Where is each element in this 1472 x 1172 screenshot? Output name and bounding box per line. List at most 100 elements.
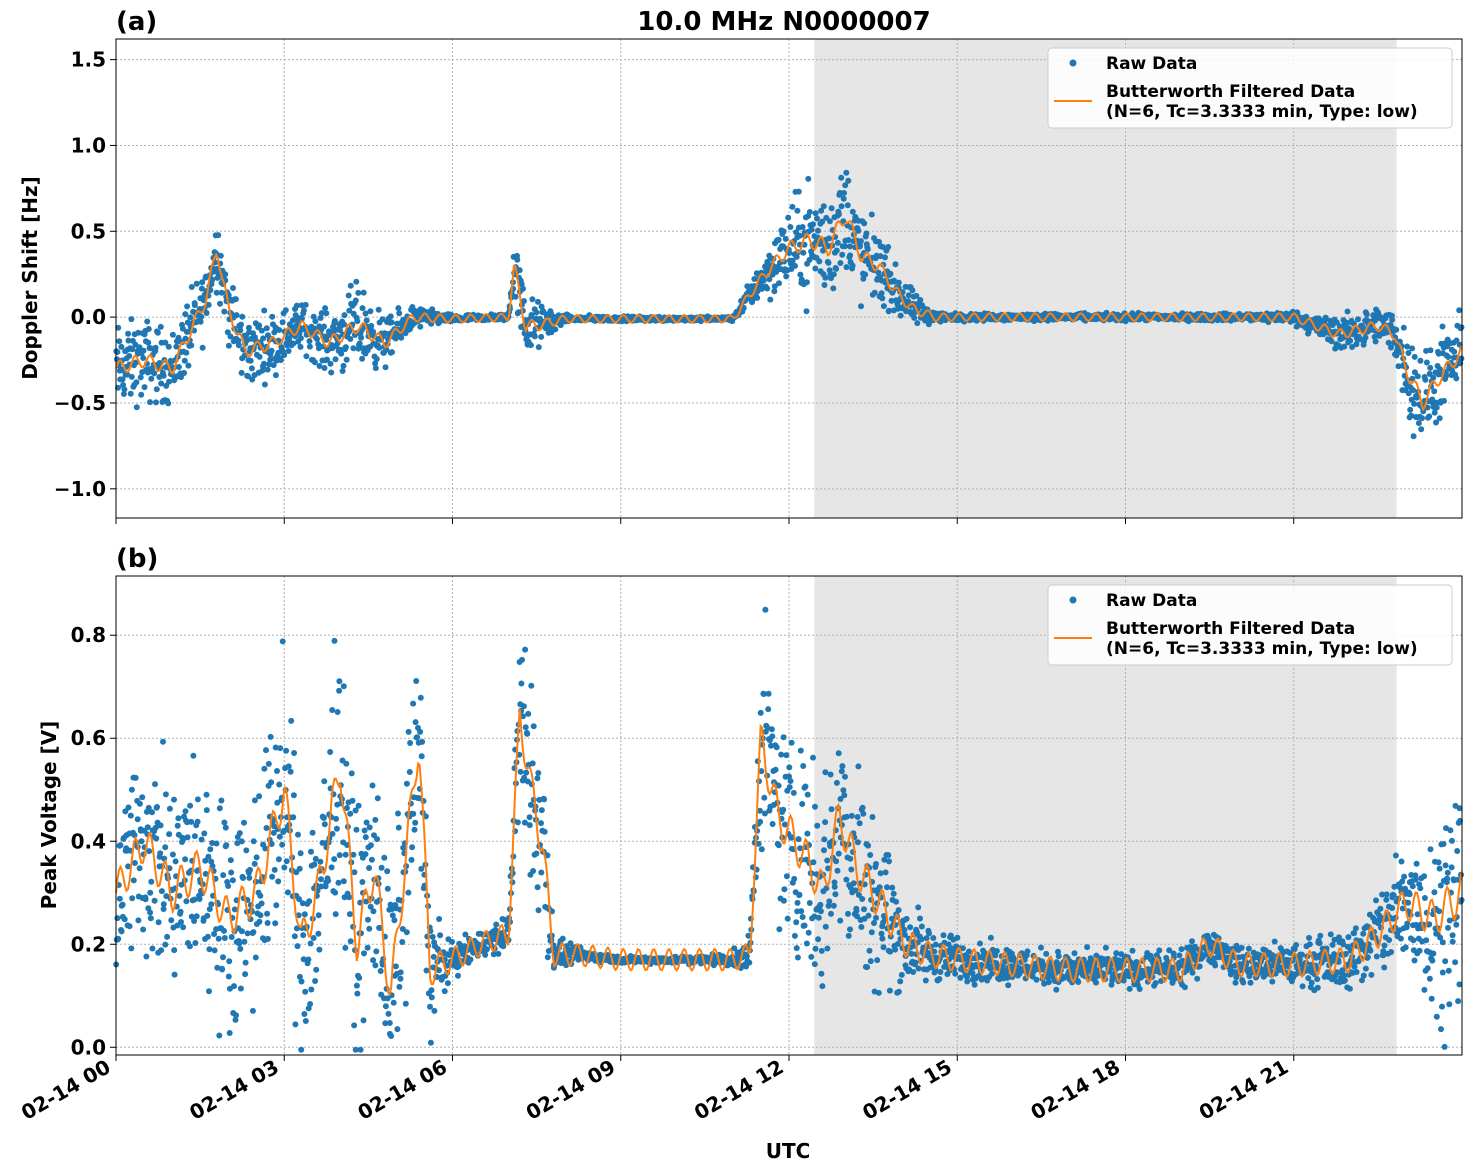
raw-data-point (114, 915, 121, 922)
raw-data-point (392, 963, 399, 970)
raw-data-point (1194, 975, 1201, 982)
raw-data-point (861, 906, 867, 913)
raw-data-point (363, 317, 370, 324)
raw-data-point (887, 270, 894, 277)
raw-data-point (812, 210, 819, 217)
raw-data-point (832, 891, 839, 898)
raw-data-point (273, 902, 280, 909)
raw-data-point (875, 989, 882, 996)
raw-data-point (152, 344, 159, 351)
raw-data-point (1456, 307, 1463, 314)
y-tick-label: 1.0 (71, 133, 106, 157)
raw-data-point (119, 376, 126, 383)
raw-data-point (1436, 415, 1443, 422)
raw-data-point (806, 256, 813, 263)
raw-data-point (355, 802, 362, 809)
raw-data-point (347, 282, 354, 289)
raw-data-point (166, 831, 173, 838)
raw-data-point (281, 864, 288, 871)
raw-data-point (220, 954, 226, 961)
raw-data-point (801, 922, 808, 929)
raw-data-point (834, 867, 841, 874)
raw-data-point (349, 797, 356, 804)
raw-data-point (395, 305, 402, 312)
raw-data-point (173, 343, 180, 350)
raw-data-point (225, 973, 232, 980)
raw-data-point (362, 851, 369, 858)
raw-data-point (781, 258, 788, 265)
raw-data-point (115, 324, 122, 331)
raw-data-point (372, 365, 379, 372)
raw-data-point (1136, 986, 1143, 992)
raw-data-point (217, 252, 224, 259)
raw-data-point (761, 794, 768, 801)
raw-data-point (394, 1026, 401, 1033)
raw-data-point (1240, 979, 1247, 986)
raw-data-point (821, 836, 828, 843)
raw-data-point (535, 770, 542, 776)
raw-data-point (526, 822, 533, 829)
raw-data-point (128, 945, 135, 952)
raw-data-point (264, 935, 271, 942)
raw-data-point (149, 945, 156, 952)
raw-data-point (350, 345, 357, 352)
raw-data-point (315, 930, 322, 937)
raw-data-point (793, 945, 800, 952)
raw-data-point (892, 946, 899, 953)
raw-data-point (336, 687, 343, 694)
raw-data-point (177, 908, 184, 915)
raw-data-point (803, 940, 810, 947)
raw-data-point (359, 305, 366, 312)
raw-data-point (329, 830, 336, 837)
raw-data-point (746, 959, 753, 966)
raw-data-point (893, 898, 900, 905)
raw-data-point (340, 362, 347, 369)
raw-data-point (1189, 969, 1196, 976)
raw-data-point (405, 889, 412, 896)
raw-data-point (305, 956, 312, 963)
raw-data-point (884, 884, 890, 891)
raw-data-point (221, 927, 227, 934)
raw-data-point (833, 247, 840, 254)
raw-data-point (526, 814, 533, 821)
raw-data-point (141, 384, 148, 391)
raw-data-point (890, 890, 897, 897)
raw-data-point (178, 374, 184, 381)
raw-data-point (905, 292, 912, 299)
raw-data-point (128, 373, 135, 380)
raw-data-point (1393, 326, 1400, 333)
raw-data-point (358, 334, 365, 341)
raw-data-point (175, 815, 182, 822)
raw-data-point (1316, 940, 1323, 947)
raw-data-point (306, 338, 313, 345)
raw-data-point (828, 910, 834, 917)
raw-data-point (183, 349, 190, 356)
raw-data-point (230, 285, 236, 291)
raw-data-point (199, 279, 206, 286)
raw-data-point (406, 769, 413, 775)
raw-data-point (204, 912, 211, 919)
raw-data-point (847, 243, 853, 250)
raw-data-point (311, 861, 318, 868)
raw-data-point (277, 745, 284, 752)
x-axis-ticks (115, 518, 1295, 524)
raw-data-point (1443, 372, 1450, 379)
raw-data-point (302, 988, 309, 995)
raw-data-point (971, 981, 978, 988)
raw-data-point (538, 869, 545, 876)
raw-data-point (541, 828, 548, 835)
raw-data-point (1269, 952, 1276, 959)
raw-data-point (297, 343, 304, 350)
raw-data-point (874, 957, 881, 964)
raw-data-point (913, 292, 920, 299)
raw-data-point (370, 957, 377, 964)
raw-data-point (187, 314, 194, 321)
raw-data-point (298, 1046, 305, 1053)
raw-data-point (226, 1030, 233, 1036)
raw-data-point (766, 276, 773, 283)
raw-data-point (892, 261, 899, 268)
raw-data-point (783, 752, 790, 759)
raw-data-point (356, 340, 363, 347)
raw-data-point (1314, 984, 1321, 991)
raw-data-point (395, 824, 402, 831)
